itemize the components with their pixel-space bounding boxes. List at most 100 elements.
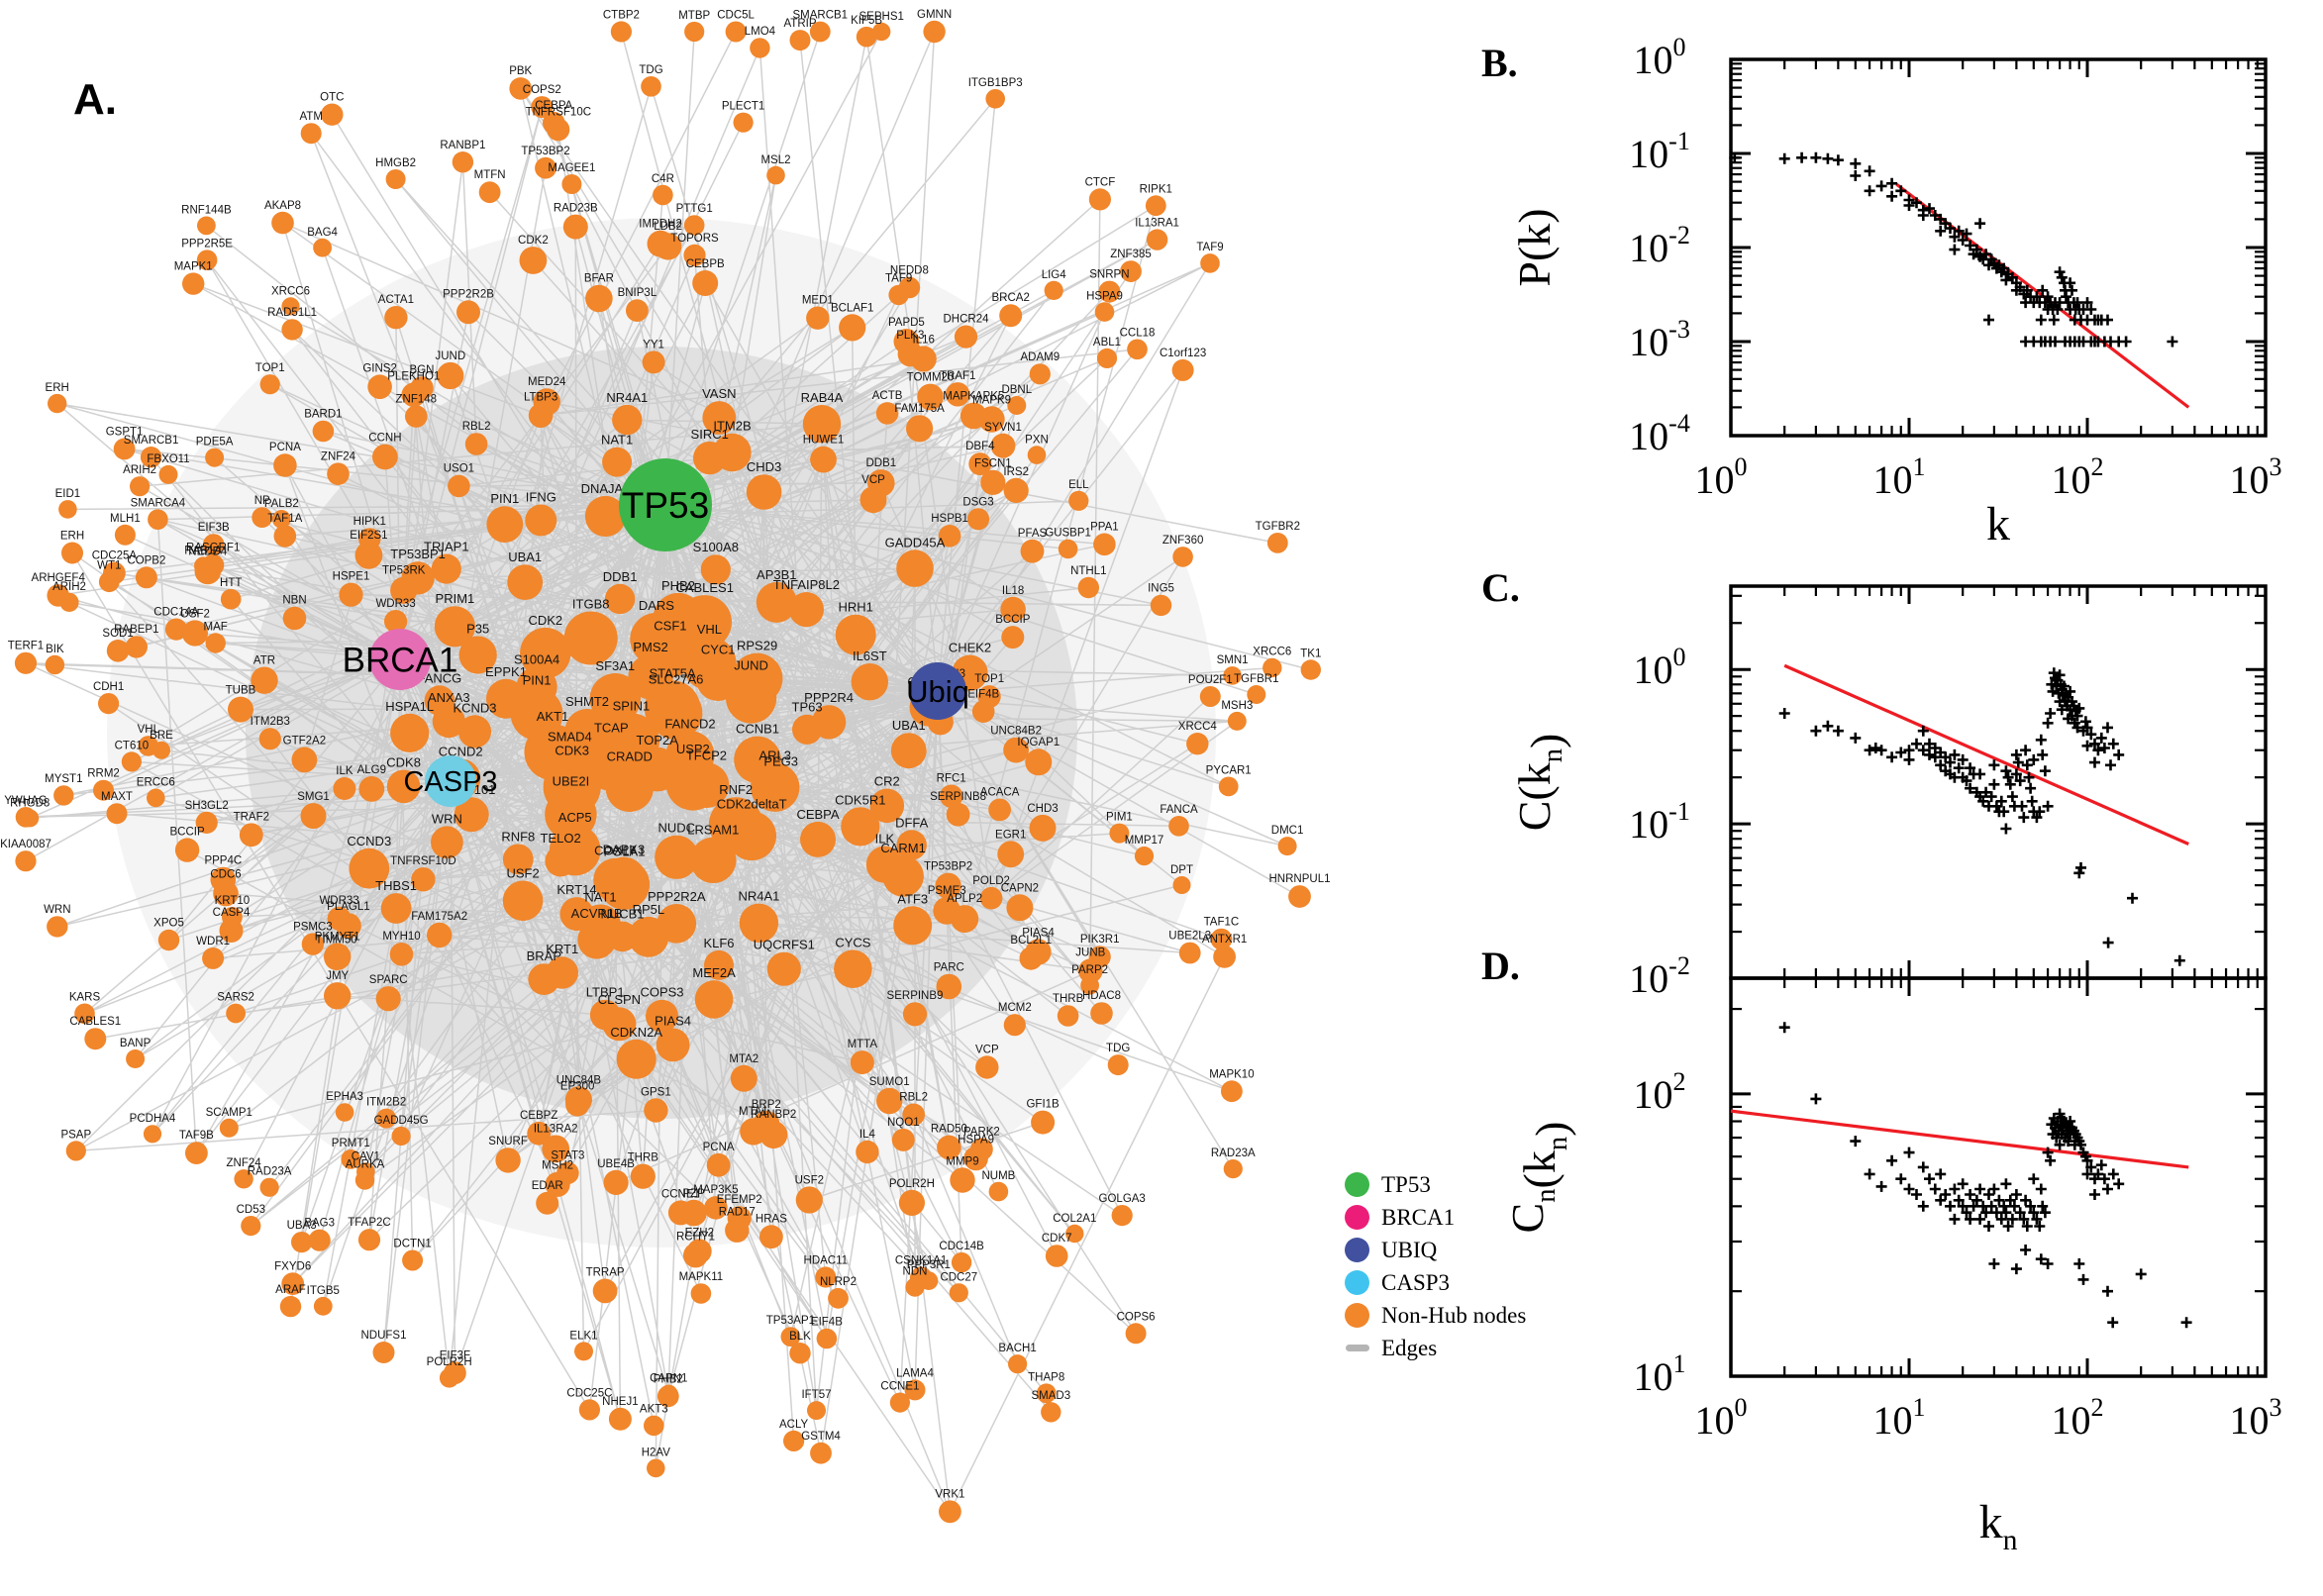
- network-node: [158, 464, 178, 484]
- network-node-label: SUMO1: [869, 1076, 910, 1088]
- network-node: [592, 1278, 618, 1304]
- network-node-label: RRM2: [87, 768, 120, 780]
- network-node-label: SERPINB8: [930, 791, 986, 803]
- network-node-label: POU2F1: [1188, 674, 1233, 686]
- network-node-label: HDAC11: [804, 1254, 849, 1266]
- network-node-label: ARL3: [758, 748, 791, 763]
- network-node: [354, 542, 383, 569]
- network-node: [733, 112, 754, 133]
- network-node-label: ANXA3: [428, 690, 470, 705]
- network-node-label: PCDHA4: [130, 1113, 176, 1125]
- network-node-label: PDE5A: [196, 437, 234, 449]
- network-node-label: RAD23A: [1211, 1147, 1256, 1159]
- network-node-label: SNURF: [488, 1136, 528, 1147]
- network-node-label: HSPA1L: [385, 699, 434, 714]
- network-node-label: NBN: [282, 595, 306, 607]
- network-node-label: AKT3: [640, 1404, 668, 1416]
- network-node-label: SMARCB1: [124, 435, 179, 447]
- network-node: [1223, 1159, 1243, 1179]
- network-node: [300, 803, 327, 830]
- network-node-label: ZNF360: [1162, 535, 1204, 547]
- network-node-label: HRAS: [756, 1213, 787, 1225]
- network-node: [380, 893, 412, 924]
- network-node: [282, 606, 307, 631]
- tick-label: 10-4: [1629, 409, 1690, 458]
- network-node: [405, 405, 428, 428]
- network-node-label: TCAP: [594, 721, 629, 736]
- network-node-label: RAB4A: [801, 390, 844, 405]
- network-node: [15, 850, 37, 872]
- network-node: [1171, 358, 1194, 381]
- network-node-label: RAD23B: [554, 203, 598, 215]
- network-node: [751, 762, 800, 812]
- network-node-label: NR4A1: [606, 390, 648, 405]
- network-node-label: EZH2: [685, 1227, 714, 1239]
- network-node: [702, 401, 737, 435]
- network-node: [125, 636, 148, 658]
- network-node-label: NDN: [903, 1266, 928, 1278]
- network-node: [147, 788, 165, 808]
- network-node: [656, 1028, 690, 1062]
- network-node: [228, 696, 253, 723]
- network-node-label: CRADD: [607, 749, 653, 764]
- network-node-label: CDK3: [555, 744, 589, 758]
- network-node: [148, 509, 168, 530]
- network-node: [682, 636, 737, 691]
- network-node-label: ITGB8: [572, 597, 610, 612]
- network-node-label: RAB1A: [184, 545, 222, 556]
- network-node-label: RAD17: [719, 1207, 756, 1219]
- network-node: [642, 350, 665, 374]
- network-node: [727, 811, 776, 861]
- network-node: [1111, 1205, 1133, 1227]
- network-node: [610, 21, 633, 43]
- network-node-label: TOP1: [255, 362, 285, 374]
- network-node-label: NTHL1: [1070, 565, 1106, 577]
- network-node-label: CCND3: [347, 834, 391, 848]
- network-node-label: MCM2: [998, 1002, 1032, 1014]
- network-node-label: BCLAF1: [831, 302, 873, 314]
- network-node-label: IRS2: [1003, 466, 1029, 478]
- network-node: [1045, 1245, 1068, 1267]
- network-node: [281, 1272, 305, 1295]
- network-node: [971, 700, 995, 723]
- network-node-label: MTA1: [739, 1106, 768, 1118]
- network-node-label: TRRAP: [586, 1267, 625, 1279]
- network-node-label: KIAA0087: [0, 839, 51, 850]
- network-node-label: FAM175A: [894, 403, 945, 415]
- network-node-label: TOP2A: [637, 733, 679, 748]
- network-node-label: PSME3: [928, 885, 966, 897]
- network-node-label: ITGB5: [307, 1285, 340, 1297]
- network-node: [605, 763, 654, 812]
- network-node: [135, 566, 157, 589]
- network-node: [841, 807, 880, 847]
- network-node: [47, 584, 69, 607]
- network-node-label: NR4A1: [738, 889, 779, 904]
- network-node: [1172, 876, 1191, 894]
- network-node-label: SMG1: [297, 791, 330, 803]
- network-node-label: P35: [466, 621, 489, 636]
- network-node: [58, 500, 77, 519]
- network-node-label: NEDD8: [890, 265, 929, 277]
- network-node-label: FBXO11: [147, 453, 189, 465]
- network-node-label: LDB2: [654, 221, 682, 233]
- network-node-label: ARHGEF4: [32, 572, 86, 584]
- network-node-label: COL2A1: [1053, 1213, 1096, 1225]
- network-node-label: HTT: [220, 577, 242, 589]
- network-node-label: VCP: [975, 1044, 999, 1055]
- axis-label: C(kn): [1509, 734, 1571, 832]
- network-node-label: CCND2: [439, 744, 483, 758]
- network-node-label: CAPN1: [650, 1373, 687, 1385]
- network-node-label: EIF4B: [967, 688, 999, 700]
- network-node: [281, 319, 303, 341]
- network-node-label: CDC25C: [566, 1387, 612, 1399]
- network-node-label: PIAS4: [655, 1014, 691, 1029]
- plot-frame: [1729, 976, 2268, 1378]
- network-node: [335, 1103, 354, 1122]
- network-node: [313, 1296, 333, 1316]
- network-node-label: NUDC: [658, 821, 696, 836]
- network-node-label: TELO2: [541, 831, 581, 846]
- network-node-label: PMS2: [633, 640, 667, 654]
- network-node-label: CDC27: [940, 1271, 977, 1283]
- network-node: [902, 1103, 925, 1127]
- network-node: [1003, 1014, 1026, 1037]
